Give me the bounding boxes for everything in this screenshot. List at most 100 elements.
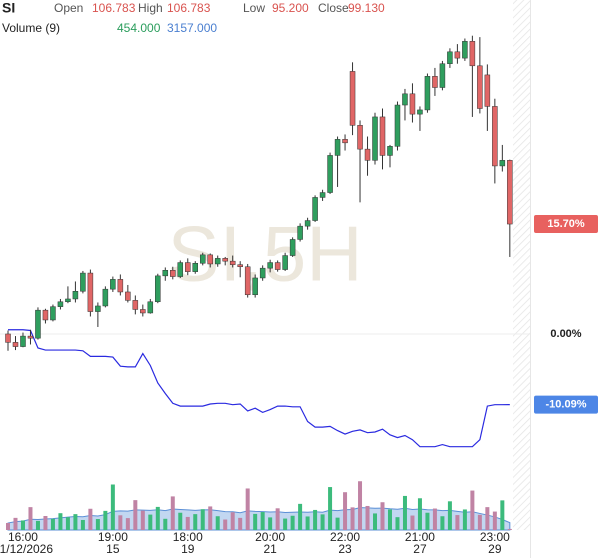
volume-bar — [73, 514, 78, 530]
quote-value: 106.783 — [92, 1, 136, 15]
volume-bar — [253, 513, 258, 530]
candle-body — [469, 41, 476, 67]
candle-body — [387, 146, 393, 156]
quote-value: 106.783 — [167, 1, 211, 15]
volume-bar — [43, 516, 48, 530]
candle-body — [207, 254, 213, 265]
x-tick-label: 19:00 — [98, 530, 128, 544]
volume-bar — [6, 523, 10, 530]
last-price-label-box — [534, 215, 598, 234]
volume-bar — [350, 507, 355, 530]
future-area — [513, 0, 530, 530]
x-date-label: 29 — [488, 542, 502, 556]
quote-name: Close — [318, 1, 349, 15]
candle-body — [65, 298, 71, 303]
volume-bar — [245, 488, 250, 530]
volume-bar — [88, 508, 93, 530]
candle-body — [155, 275, 161, 303]
candle-body — [244, 266, 251, 296]
volume-bar — [447, 501, 452, 530]
candle-body — [312, 197, 318, 221]
volume-bar — [395, 517, 400, 530]
volume-bar — [507, 528, 512, 530]
volume-bar — [425, 512, 430, 530]
volume-bar — [365, 505, 370, 530]
volume-bar — [58, 513, 63, 530]
volume-bar — [28, 507, 33, 530]
candle-body — [42, 309, 49, 321]
volume-bar — [358, 481, 363, 530]
volume-bar — [305, 516, 310, 530]
candle-body — [27, 335, 34, 339]
volume-bar — [410, 515, 415, 530]
x-tick-label: 16:00 — [8, 530, 38, 544]
quote-value: 99.130 — [348, 1, 385, 15]
candle-body — [95, 305, 101, 312]
x-date-label: 01/12/2026 — [0, 542, 53, 556]
candle-body — [394, 104, 401, 147]
candle-body — [222, 258, 228, 262]
candle-body — [409, 93, 416, 115]
volume-bar — [155, 506, 160, 530]
candle-body — [492, 106, 498, 167]
indicator-label-box — [534, 395, 598, 414]
candle-body — [297, 225, 303, 240]
candle-body — [424, 76, 431, 111]
candle-body — [499, 160, 506, 167]
candle-body — [334, 139, 341, 156]
candle-body — [192, 263, 198, 272]
volume-bar — [95, 519, 100, 530]
x-date-label: 19 — [181, 542, 195, 556]
x-date-label: 21 — [263, 542, 277, 556]
candle-body — [132, 300, 139, 310]
candle-body — [432, 76, 438, 88]
volume-bar — [470, 490, 475, 530]
candle-body — [357, 125, 363, 150]
candle-body — [252, 277, 258, 296]
candle-body — [447, 51, 453, 64]
candle-body — [349, 71, 356, 126]
candle-body — [267, 262, 273, 269]
volume-bar — [260, 512, 265, 530]
candle-body — [162, 270, 169, 277]
volume-bar — [140, 510, 145, 530]
candle-body — [259, 267, 266, 279]
watermark: SI,5H — [167, 210, 362, 298]
volume-bar — [477, 514, 482, 530]
x-date-label: 23 — [338, 542, 352, 556]
candle-body — [364, 148, 371, 161]
candle-body — [477, 65, 483, 109]
candle-body — [319, 192, 326, 198]
volume-bar — [313, 509, 318, 530]
quote-name: Low — [243, 1, 265, 15]
volume-bar — [163, 518, 168, 530]
volume-bar — [462, 509, 467, 530]
candle-body — [417, 109, 423, 115]
candle-body — [402, 93, 408, 106]
volume-bar — [170, 496, 175, 530]
candle-body — [50, 306, 56, 321]
candle-body — [87, 272, 94, 312]
x-date-label: 27 — [413, 542, 427, 556]
volume-bar — [50, 518, 55, 530]
candle-body — [372, 116, 378, 161]
candle-body — [237, 264, 243, 268]
candle-body — [327, 155, 333, 193]
volume-bar — [148, 514, 153, 530]
volume-bar — [133, 500, 138, 530]
candle-body — [282, 255, 288, 270]
volume-bar — [485, 507, 490, 530]
candle-body — [5, 333, 11, 343]
y-tick-label: 0.00% — [550, 328, 581, 340]
volume-bar — [223, 519, 228, 530]
candle-body — [72, 291, 79, 300]
volume-bar — [193, 514, 198, 530]
candle-body — [140, 309, 146, 314]
candle-body — [57, 301, 64, 307]
volume-bar — [110, 484, 115, 530]
candle-body — [80, 272, 86, 292]
volume-bar — [440, 516, 445, 530]
candle-body — [454, 51, 461, 59]
volume-bar — [35, 520, 40, 530]
candle-body — [304, 220, 311, 227]
